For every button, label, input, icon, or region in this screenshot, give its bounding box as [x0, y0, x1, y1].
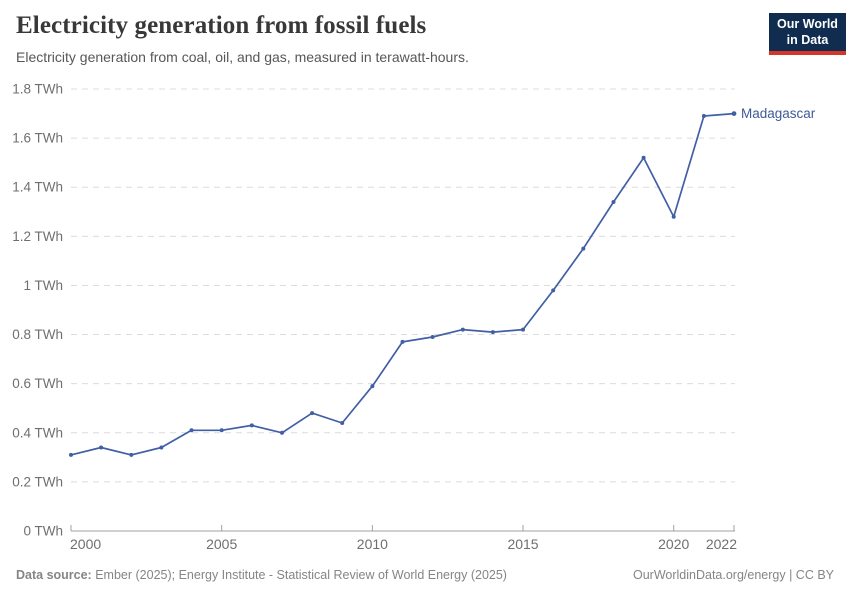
- data-point[interactable]: [490, 330, 495, 335]
- series-label[interactable]: Madagascar: [741, 106, 816, 121]
- series-line[interactable]: [70, 112, 735, 456]
- x-tick-label: 2005: [206, 536, 237, 552]
- data-source-note: Data source: Ember (2025); Energy Instit…: [16, 568, 507, 582]
- data-source-text: Ember (2025); Energy Institute - Statist…: [95, 568, 507, 582]
- data-point[interactable]: [310, 411, 315, 416]
- owid-logo[interactable]: Our World in Data: [769, 13, 846, 56]
- data-point[interactable]: [219, 428, 224, 433]
- credit-link[interactable]: OurWorldinData.org/energy | CC BY: [632, 568, 834, 582]
- page-title: Electricity generation from fossil fuels: [16, 12, 427, 39]
- data-point[interactable]: [99, 445, 104, 450]
- y-tick-label: 0.2 TWh: [12, 474, 63, 489]
- owid-logo-red-strip: [769, 51, 846, 56]
- y-tick-label: 0.4 TWh: [12, 425, 63, 440]
- data-point[interactable]: [69, 452, 73, 457]
- data-point[interactable]: [129, 452, 134, 457]
- data-source-label: Data source:: [16, 568, 92, 582]
- owid-logo-line1: Our World: [777, 17, 838, 31]
- chart-footer: Data source: Ember (2025); Energy Instit…: [16, 568, 834, 582]
- data-point[interactable]: [701, 114, 706, 118]
- data-point[interactable]: [551, 288, 556, 293]
- x-tick-label: 2010: [357, 536, 388, 552]
- y-tick-label: 0.8 TWh: [12, 327, 63, 342]
- x-tick-label: 2020: [658, 536, 689, 552]
- x-tick-label: 2000: [70, 536, 101, 552]
- data-point[interactable]: [159, 445, 164, 450]
- chart-subtitle: Electricity generation from coal, oil, a…: [16, 49, 469, 65]
- data-point[interactable]: [460, 327, 465, 332]
- x-tick-label: 2015: [507, 536, 538, 552]
- x-tick-label: 2022: [706, 536, 737, 552]
- data-point[interactable]: [370, 384, 375, 389]
- y-tick-label: 1.2 TWh: [12, 229, 63, 244]
- owid-logo-text: Our World in Data: [769, 13, 846, 52]
- y-tick-label: 1 TWh: [23, 278, 63, 293]
- data-point[interactable]: [641, 155, 646, 160]
- data-point[interactable]: [521, 327, 525, 332]
- y-tick-label: 1.4 TWh: [12, 180, 63, 195]
- data-point[interactable]: [249, 423, 254, 428]
- data-point[interactable]: [340, 421, 345, 425]
- data-point[interactable]: [671, 214, 676, 219]
- y-tick-label: 1.6 TWh: [12, 131, 63, 146]
- data-point[interactable]: [400, 339, 405, 344]
- data-point[interactable]: [731, 111, 737, 116]
- y-tick-label: 0 TWh: [23, 524, 63, 539]
- data-point[interactable]: [189, 428, 194, 433]
- data-point[interactable]: [280, 430, 284, 435]
- y-tick-label: 1.8 TWh: [12, 82, 63, 97]
- data-point[interactable]: [581, 246, 586, 251]
- y-tick-label: 0.6 TWh: [12, 376, 63, 391]
- data-point[interactable]: [430, 335, 435, 339]
- owid-logo-line2: in Data: [786, 32, 829, 47]
- data-point[interactable]: [611, 200, 616, 204]
